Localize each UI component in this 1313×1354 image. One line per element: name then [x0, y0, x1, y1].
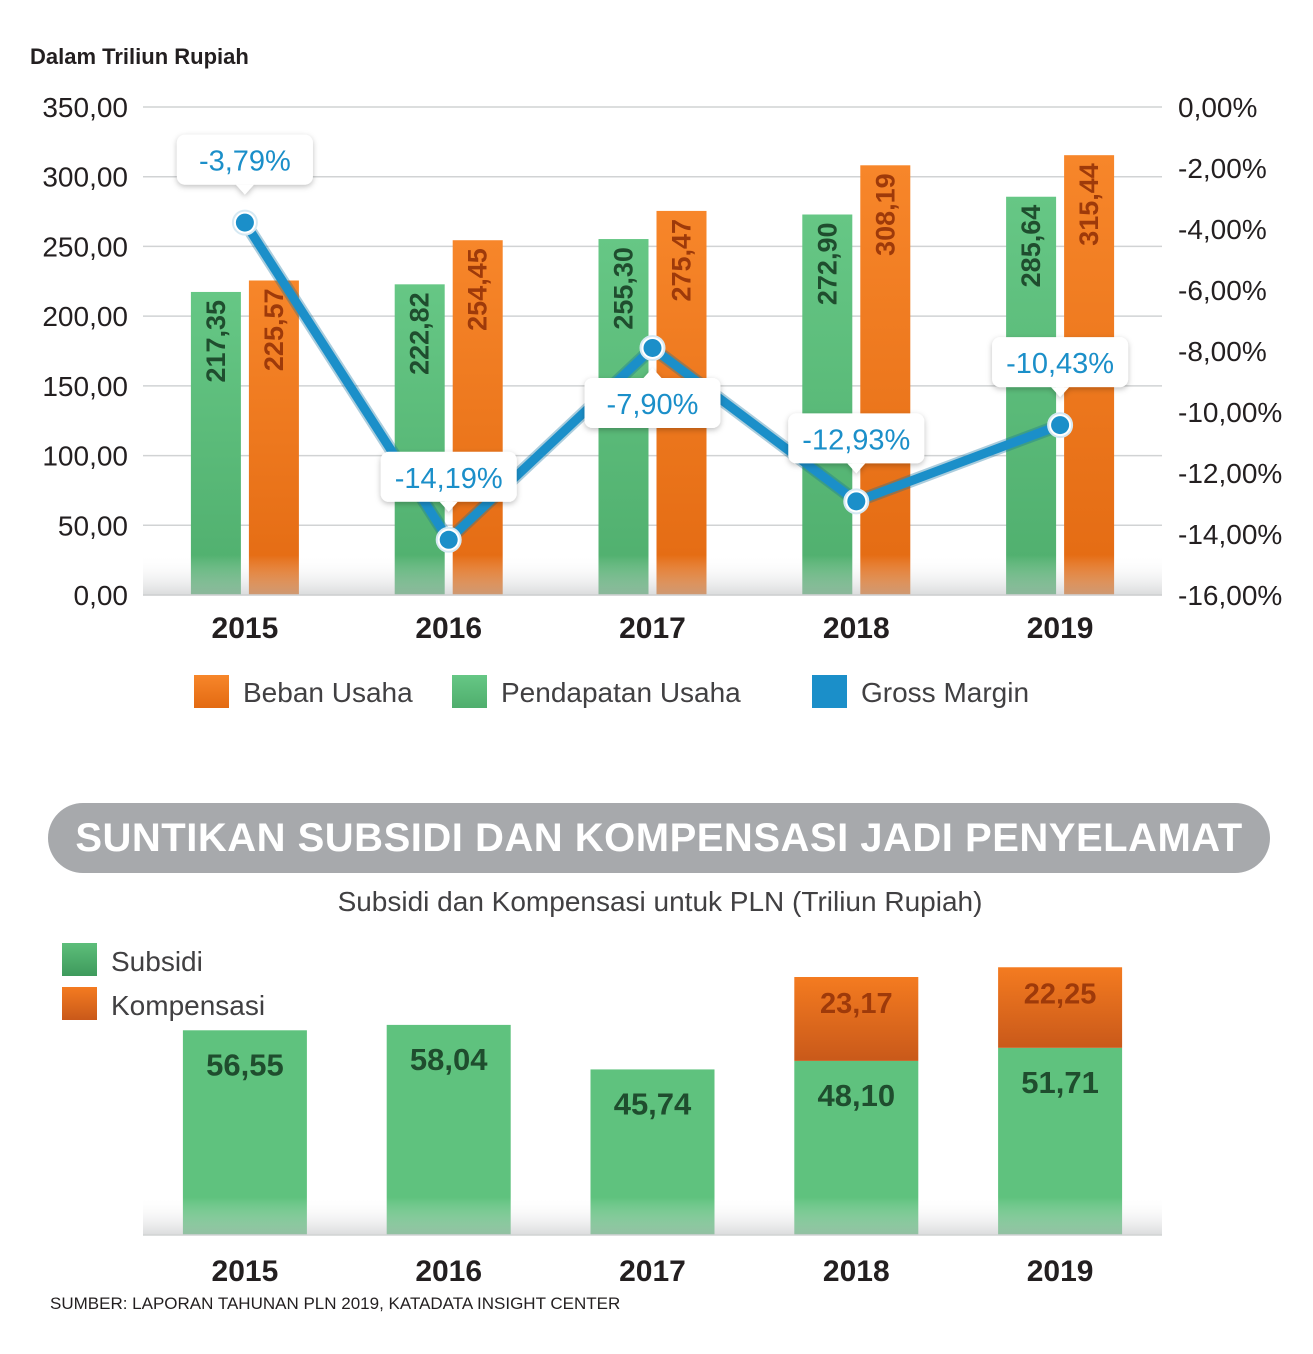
gross-margin-label: -3,79% [199, 146, 291, 178]
x-tick-label: 2016 [415, 1255, 482, 1288]
gross-margin-label: -12,93% [802, 424, 910, 456]
bar-kompensasi [794, 977, 919, 1061]
callout-pointer [235, 184, 254, 195]
bar-value-label: 217,35 [201, 300, 231, 383]
legend-label: Gross Margin [861, 677, 1029, 708]
chart-subtitle: Subsidi dan Kompensasi untuk PLN (Triliu… [338, 886, 983, 917]
revenue-cost-margin-chart: Dalam Triliun Rupiah 0,00 50,00 100,00 150,0… [30, 44, 1282, 708]
y2-tick-label: -4,00% [1178, 214, 1267, 245]
y-tick-label: 350,00 [42, 92, 128, 123]
bar-pendapatan-usaha [1006, 196, 1057, 596]
y-tick-label: 50,00 [58, 510, 128, 541]
x-tick-label: 2018 [823, 612, 890, 645]
y-tick-label: 100,00 [42, 441, 128, 472]
subsidy-compensation-chart: Subsidi dan Kompensasi untuk PLN (Triliu… [62, 886, 1162, 1288]
y-tick-label: 300,00 [42, 162, 128, 193]
bar-beban-usaha [860, 165, 911, 595]
legend-swatch [452, 675, 487, 708]
x-tick-label: 2018 [823, 1255, 890, 1288]
legend-swatch [812, 675, 847, 708]
gross-margin-callout [380, 451, 517, 512]
bar-value-label: 23,17 [820, 988, 893, 1020]
gross-margin-callout [788, 413, 925, 474]
gross-margin-label: -7,90% [607, 389, 699, 421]
gross-margin-label: -14,19% [395, 463, 503, 495]
bar-beban-usaha [248, 280, 299, 595]
legend-label: Subsidi [111, 946, 203, 977]
floor-shade [143, 555, 1162, 595]
bar-value-label: 48,10 [818, 1078, 896, 1113]
bar-value-label: 254,45 [463, 248, 493, 331]
gross-margin-callout [176, 134, 313, 195]
bar-value-label: 45,74 [614, 1086, 692, 1121]
gross-margin-label: -10,43% [1006, 348, 1114, 380]
y2-tick-label: -10,00% [1178, 397, 1282, 428]
y2-tick-label: -2,00% [1178, 153, 1267, 184]
bar-value-label: 22,25 [1024, 978, 1097, 1010]
x-tick-label: 2015 [212, 1255, 279, 1288]
bar-pendapatan-usaha [190, 291, 241, 595]
y2-tick-label: 0,00% [1178, 92, 1257, 123]
callout-pointer [439, 501, 458, 512]
bar-value-label: 58,04 [410, 1042, 488, 1077]
gross-margin-point [847, 492, 866, 511]
legend-label: Beban Usaha [243, 677, 413, 708]
callout-box [380, 451, 517, 502]
y2-tick-label: -14,00% [1178, 519, 1282, 550]
y2-tick-label: -12,00% [1178, 458, 1282, 489]
bar-value-label: 255,30 [609, 247, 639, 330]
gross-margin-callout [584, 367, 721, 428]
bar-value-label: 285,64 [1016, 205, 1046, 288]
y2-tick-label: -16,00% [1178, 580, 1282, 611]
legend-label: Kompensasi [111, 990, 265, 1021]
bar-pendapatan-usaha [802, 214, 853, 595]
callout-pointer [643, 367, 662, 378]
y-tick-label: 150,00 [42, 371, 128, 402]
y-tick-label: 0,00 [74, 580, 129, 611]
legend-swatch [194, 675, 229, 708]
unit-label: Dalam Triliun Rupiah [30, 44, 249, 69]
callout-pointer [847, 463, 866, 474]
gross-margin-point [235, 213, 254, 232]
x-tick-label: 2017 [619, 612, 686, 645]
callout-box [176, 134, 313, 185]
bar-value-label: 315,44 [1074, 163, 1104, 246]
x-tick-label: 2017 [619, 1255, 686, 1288]
source-note: SUMBER: LAPORAN TAHUNAN PLN 2019, KATADA… [50, 1294, 621, 1313]
floor-shade [143, 1197, 1162, 1235]
banner-title: SUNTIKAN SUBSIDI DAN KOMPENSASI JADI PEN… [48, 803, 1270, 873]
callout-box [992, 337, 1129, 388]
bar-value-label: 222,82 [405, 292, 435, 375]
y-tick-label: 200,00 [42, 301, 128, 332]
y2-tick-label: -8,00% [1178, 336, 1267, 367]
callout-box [584, 377, 721, 428]
gross-margin-callout [992, 337, 1129, 398]
x-tick-label: 2019 [1027, 1255, 1094, 1288]
y2-tick-label: -6,00% [1178, 275, 1267, 306]
gross-margin-point [1051, 416, 1070, 435]
bar-value-label: 225,57 [259, 288, 289, 371]
gross-margin-point [643, 338, 662, 357]
bar-kompensasi [998, 967, 1123, 1048]
callout-pointer [1051, 387, 1070, 398]
legend-swatch [62, 943, 97, 976]
legend-label: Pendapatan Usaha [501, 677, 741, 708]
bar-value-label: 56,55 [206, 1047, 284, 1082]
legend-swatch [62, 987, 97, 1020]
bar-value-label: 275,47 [667, 219, 697, 302]
gross-margin-point [439, 530, 458, 549]
x-tick-label: 2019 [1027, 612, 1094, 645]
y-tick-label: 250,00 [42, 231, 128, 262]
x-tick-label: 2015 [212, 612, 279, 645]
bar-value-label: 272,90 [812, 222, 842, 305]
bar-value-label: 308,19 [870, 173, 900, 256]
x-tick-label: 2016 [415, 612, 482, 645]
bar-value-label: 51,71 [1021, 1065, 1099, 1100]
callout-box [788, 413, 925, 464]
